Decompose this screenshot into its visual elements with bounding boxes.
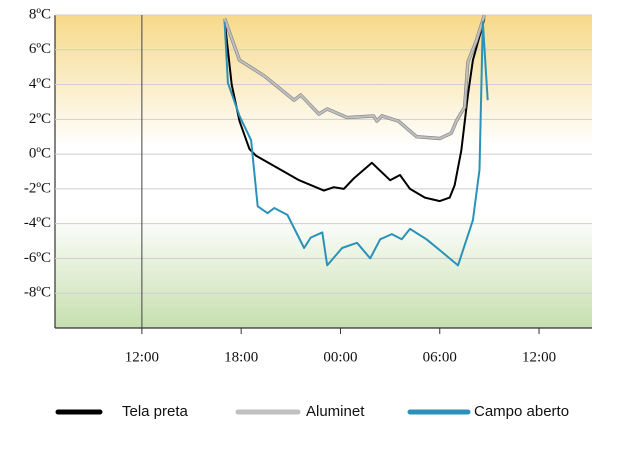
y-tick-label: -6ºC bbox=[24, 250, 51, 266]
legend-label: Campo aberto bbox=[474, 403, 569, 420]
legend-label: Tela preta bbox=[122, 403, 189, 420]
series-line bbox=[223, 14, 486, 140]
y-tick-label: -8ºC bbox=[24, 285, 51, 301]
plot-background bbox=[55, 15, 592, 328]
y-tick-label: 2ºC bbox=[29, 111, 51, 127]
y-tick-label: 4ºC bbox=[29, 76, 51, 92]
y-tick-label: -2ºC bbox=[24, 180, 51, 196]
y-tick-label: 0ºC bbox=[29, 146, 51, 162]
x-tick-label: 00:00 bbox=[323, 349, 357, 365]
y-tick-label: 8ºC bbox=[29, 6, 51, 22]
series-line bbox=[223, 21, 489, 267]
x-tick-label: 18:00 bbox=[224, 349, 258, 365]
y-tick-label: 6ºC bbox=[29, 41, 51, 57]
x-tick-label: 12:00 bbox=[522, 349, 556, 365]
y-tick-label: -4ºC bbox=[24, 215, 51, 231]
x-tick-label: 06:00 bbox=[423, 349, 457, 365]
x-tick-label: 12:00 bbox=[125, 349, 159, 365]
legend-label: Aluminet bbox=[306, 403, 365, 420]
